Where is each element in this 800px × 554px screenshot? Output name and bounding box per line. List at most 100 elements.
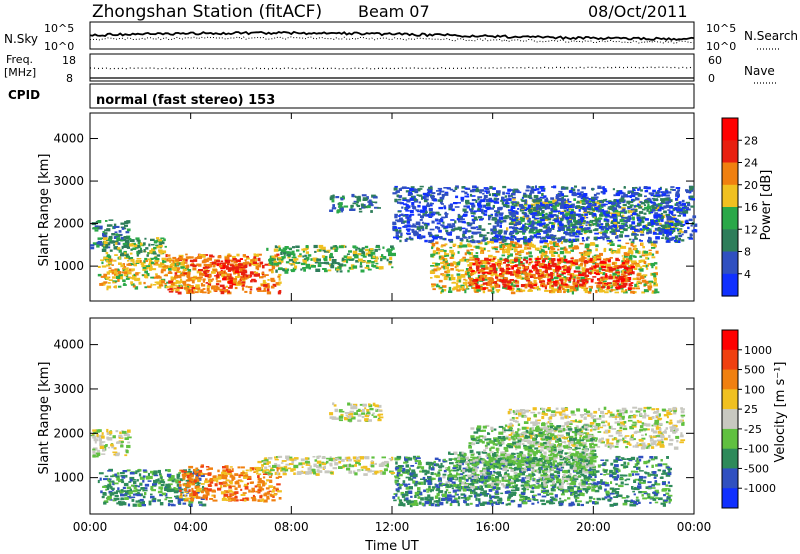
range-gate-cell bbox=[557, 254, 561, 258]
range-gate-cell bbox=[587, 254, 590, 258]
range-gate-cell bbox=[167, 265, 171, 268]
range-gate-cell bbox=[595, 289, 598, 294]
range-gate-cell bbox=[484, 190, 488, 193]
range-gate-cell bbox=[524, 243, 530, 247]
range-gate-cell bbox=[527, 239, 531, 243]
range-gate-cell bbox=[537, 260, 541, 264]
range-gate-cell bbox=[329, 254, 333, 256]
range-gate-cell bbox=[563, 195, 569, 197]
range-gate-cell bbox=[666, 217, 672, 221]
range-gate-cell bbox=[576, 276, 581, 280]
range-gate-cell bbox=[443, 225, 449, 229]
range-gate-cell bbox=[413, 198, 417, 201]
range-gate-cell bbox=[641, 230, 644, 234]
freq-unit-label: [MHz] bbox=[4, 66, 36, 79]
range-gate-cell bbox=[638, 268, 643, 271]
range-gate-cell bbox=[654, 227, 659, 231]
range-gate-cell bbox=[363, 205, 368, 209]
range-gate-cell bbox=[318, 262, 321, 265]
range-gate-cell bbox=[278, 290, 282, 294]
range-gate-cell bbox=[391, 252, 396, 257]
range-gate-cell bbox=[530, 224, 533, 228]
range-gate-cell bbox=[296, 249, 300, 252]
range-gate-cell bbox=[570, 257, 574, 260]
range-gate-cell bbox=[572, 225, 577, 229]
range-gate-cell bbox=[583, 250, 589, 253]
range-gate-cell bbox=[286, 251, 290, 254]
range-gate-cell bbox=[179, 469, 182, 472]
range-gate-cell bbox=[339, 203, 342, 206]
range-gate-cell bbox=[361, 194, 367, 197]
range-gate-cell bbox=[137, 503, 141, 507]
range-gate-cell bbox=[95, 452, 101, 456]
range-gate-cell bbox=[239, 278, 242, 282]
range-gate-cell bbox=[670, 188, 674, 191]
range-gate-cell bbox=[629, 204, 634, 207]
range-gate-cell bbox=[124, 437, 129, 440]
range-gate-cell bbox=[537, 257, 542, 260]
range-gate-cell bbox=[187, 470, 192, 474]
range-gate-cell bbox=[423, 199, 428, 203]
range-gate-cell bbox=[656, 204, 659, 208]
range-gate-cell bbox=[591, 199, 596, 202]
range-gate-cell bbox=[106, 428, 109, 433]
range-gate-cell bbox=[198, 482, 201, 484]
range-gate-cell bbox=[288, 251, 292, 254]
range-gate-cell bbox=[209, 262, 214, 264]
range-gate-cell bbox=[241, 265, 247, 269]
range-gate-cell bbox=[558, 190, 563, 193]
range-gate-cell bbox=[116, 239, 122, 241]
range-gate-cell bbox=[123, 250, 127, 254]
range-gate-cell bbox=[195, 284, 200, 288]
range-gate-cell bbox=[455, 264, 459, 268]
range-gate-cell bbox=[595, 248, 598, 252]
range-gate-cell bbox=[98, 438, 102, 442]
range-gate-cell bbox=[576, 200, 580, 203]
range-gate-cell bbox=[475, 263, 478, 266]
range-gate-cell bbox=[473, 210, 477, 213]
range-gate-cell bbox=[505, 283, 510, 286]
range-gate-cell bbox=[461, 227, 466, 230]
range-gate-cell bbox=[482, 236, 486, 240]
range-gate-cell bbox=[650, 262, 656, 267]
range-gate-cell bbox=[547, 247, 550, 250]
range-gate-cell bbox=[445, 214, 448, 218]
range-gate-cell bbox=[648, 249, 652, 252]
range-gate-cell bbox=[405, 190, 411, 193]
range-gate-cell bbox=[572, 261, 577, 265]
range-gate-cell bbox=[344, 245, 347, 248]
range-gate-cell bbox=[664, 197, 670, 200]
range-gate-cell bbox=[628, 269, 632, 273]
range-gate-cell bbox=[415, 231, 419, 234]
range-gate-cell bbox=[117, 278, 120, 282]
range-gate-cell bbox=[634, 192, 639, 196]
range-gate-cell bbox=[271, 255, 275, 258]
range-gate-cell bbox=[97, 479, 100, 484]
range-gate-cell bbox=[146, 285, 152, 288]
range-gate-cell bbox=[590, 270, 593, 273]
range-gate-cell bbox=[295, 245, 300, 248]
range-gate-cell bbox=[178, 275, 182, 279]
range-gate-cell bbox=[95, 429, 100, 433]
range-gate-cell bbox=[570, 209, 575, 212]
range-gate-cell bbox=[140, 487, 145, 490]
range-gate-cell bbox=[609, 231, 615, 234]
range-gate-cell bbox=[295, 262, 299, 264]
range-gate-cell bbox=[508, 222, 514, 225]
range-gate-cell bbox=[211, 286, 216, 290]
range-gate-cell bbox=[620, 278, 626, 282]
range-gate-cell bbox=[407, 217, 410, 220]
range-gate-cell bbox=[502, 258, 505, 262]
range-gate-cell bbox=[143, 260, 146, 263]
range-gate-cell bbox=[156, 254, 161, 257]
range-gate-cell bbox=[122, 470, 128, 473]
range-gate-cell bbox=[527, 204, 531, 208]
range-gate-cell bbox=[582, 239, 586, 242]
range-gate-cell bbox=[156, 281, 161, 285]
range-gate-cell bbox=[495, 276, 499, 279]
range-gate-cell bbox=[541, 213, 544, 217]
range-gate-cell bbox=[548, 202, 554, 205]
range-gate-cell bbox=[642, 265, 646, 267]
freq-label: Freq. bbox=[6, 53, 33, 66]
